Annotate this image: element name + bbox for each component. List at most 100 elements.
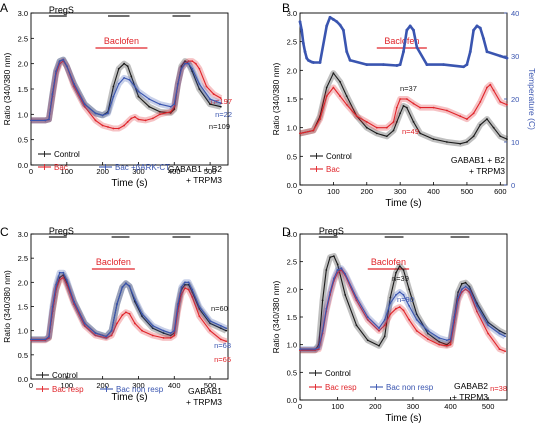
construct-caption: GABAB1 <box>188 386 222 396</box>
data-point <box>65 279 68 281</box>
x-tick-label: 0 <box>29 381 33 390</box>
data-point <box>460 288 463 291</box>
series-temperature <box>298 15 509 69</box>
x-axis-label: Time (s) <box>385 413 421 424</box>
data-point <box>383 318 386 321</box>
x-axis-label: Time (s) <box>111 392 147 403</box>
pregs-label: PregS <box>49 226 74 236</box>
data-point <box>198 305 201 308</box>
data-point <box>432 106 435 109</box>
data-point <box>317 348 320 350</box>
data-point <box>219 102 222 105</box>
data-point <box>107 112 109 115</box>
x-tick-label: 100 <box>61 167 74 176</box>
data-point <box>133 115 136 118</box>
data-point <box>130 75 133 78</box>
y-tick-label: 1.5 <box>287 95 297 104</box>
data-point <box>184 60 186 63</box>
data-point <box>180 293 183 296</box>
x-tick-label: 500 <box>204 167 217 176</box>
data-point <box>446 109 448 112</box>
data-point <box>73 300 75 303</box>
construct-caption: GABAB1 + B2 <box>168 164 222 174</box>
data-point <box>402 104 405 107</box>
data-point <box>130 117 133 120</box>
data-point <box>339 95 341 98</box>
data-point <box>62 271 65 274</box>
data-point <box>482 37 486 41</box>
data-point <box>219 97 222 100</box>
y-tick-label: 2.0 <box>287 285 297 294</box>
data-point <box>123 124 126 127</box>
series-line <box>299 72 508 145</box>
data-point <box>126 121 129 123</box>
data-point <box>332 86 335 89</box>
data-point <box>325 86 328 89</box>
y-tick-label: 2.5 <box>18 34 28 43</box>
data-point <box>176 303 179 305</box>
data-point <box>445 344 448 347</box>
data-point <box>151 117 154 120</box>
data-point <box>385 135 388 138</box>
data-point <box>305 56 309 60</box>
data-point <box>191 295 194 298</box>
data-point <box>123 76 126 79</box>
data-point <box>58 276 61 279</box>
data-point <box>107 126 109 128</box>
data-point <box>395 106 398 109</box>
data-point <box>112 85 115 88</box>
data-point <box>169 105 172 108</box>
data-point <box>460 282 463 285</box>
data-point <box>462 65 465 69</box>
legend-item: Bac non resp <box>370 383 434 392</box>
y-tick-label: 0.5 <box>18 136 28 145</box>
data-point <box>465 63 469 66</box>
data-point <box>331 18 335 21</box>
data-point <box>389 313 392 316</box>
data-point <box>365 63 369 66</box>
n-label: n=49 <box>402 127 419 136</box>
y-tick-label: 1.5 <box>18 85 28 94</box>
data-point <box>198 308 201 310</box>
data-point <box>30 119 32 122</box>
data-point <box>345 95 348 98</box>
data-point <box>225 327 228 330</box>
x-tick-label: 0 <box>298 402 302 411</box>
data-point <box>485 50 489 54</box>
data-point <box>319 118 321 120</box>
data-point <box>408 24 412 28</box>
y2-tick-label: 40 <box>511 9 519 18</box>
data-point <box>408 288 411 291</box>
y-tick-label: 0.0 <box>18 375 28 384</box>
data-point <box>329 256 332 259</box>
data-point <box>101 124 104 127</box>
y-tick-label: 1.5 <box>18 303 28 312</box>
data-point <box>395 121 398 123</box>
data-point <box>212 93 215 95</box>
y-tick-label: 1.0 <box>18 110 28 119</box>
n-label: n=60 <box>211 304 228 313</box>
data-point <box>209 322 211 325</box>
data-point <box>116 322 118 325</box>
data-point <box>487 332 490 335</box>
data-point <box>336 263 339 266</box>
data-point <box>366 339 369 342</box>
data-point <box>389 302 392 305</box>
data-point <box>375 126 378 129</box>
data-point <box>464 281 467 284</box>
data-point <box>432 138 435 141</box>
data-point <box>121 286 124 289</box>
y-tick-label: 3.0 <box>287 230 297 239</box>
data-point <box>459 115 462 118</box>
data-point <box>464 288 467 291</box>
legend-item: Control <box>36 371 78 380</box>
data-point <box>395 64 399 67</box>
data-point <box>173 105 176 108</box>
construct-caption: GABAB2 <box>454 381 488 391</box>
x-tick-label: 300 <box>132 167 145 176</box>
data-point <box>498 54 502 58</box>
data-point <box>173 103 176 106</box>
data-point <box>449 343 452 346</box>
data-point <box>336 271 339 274</box>
